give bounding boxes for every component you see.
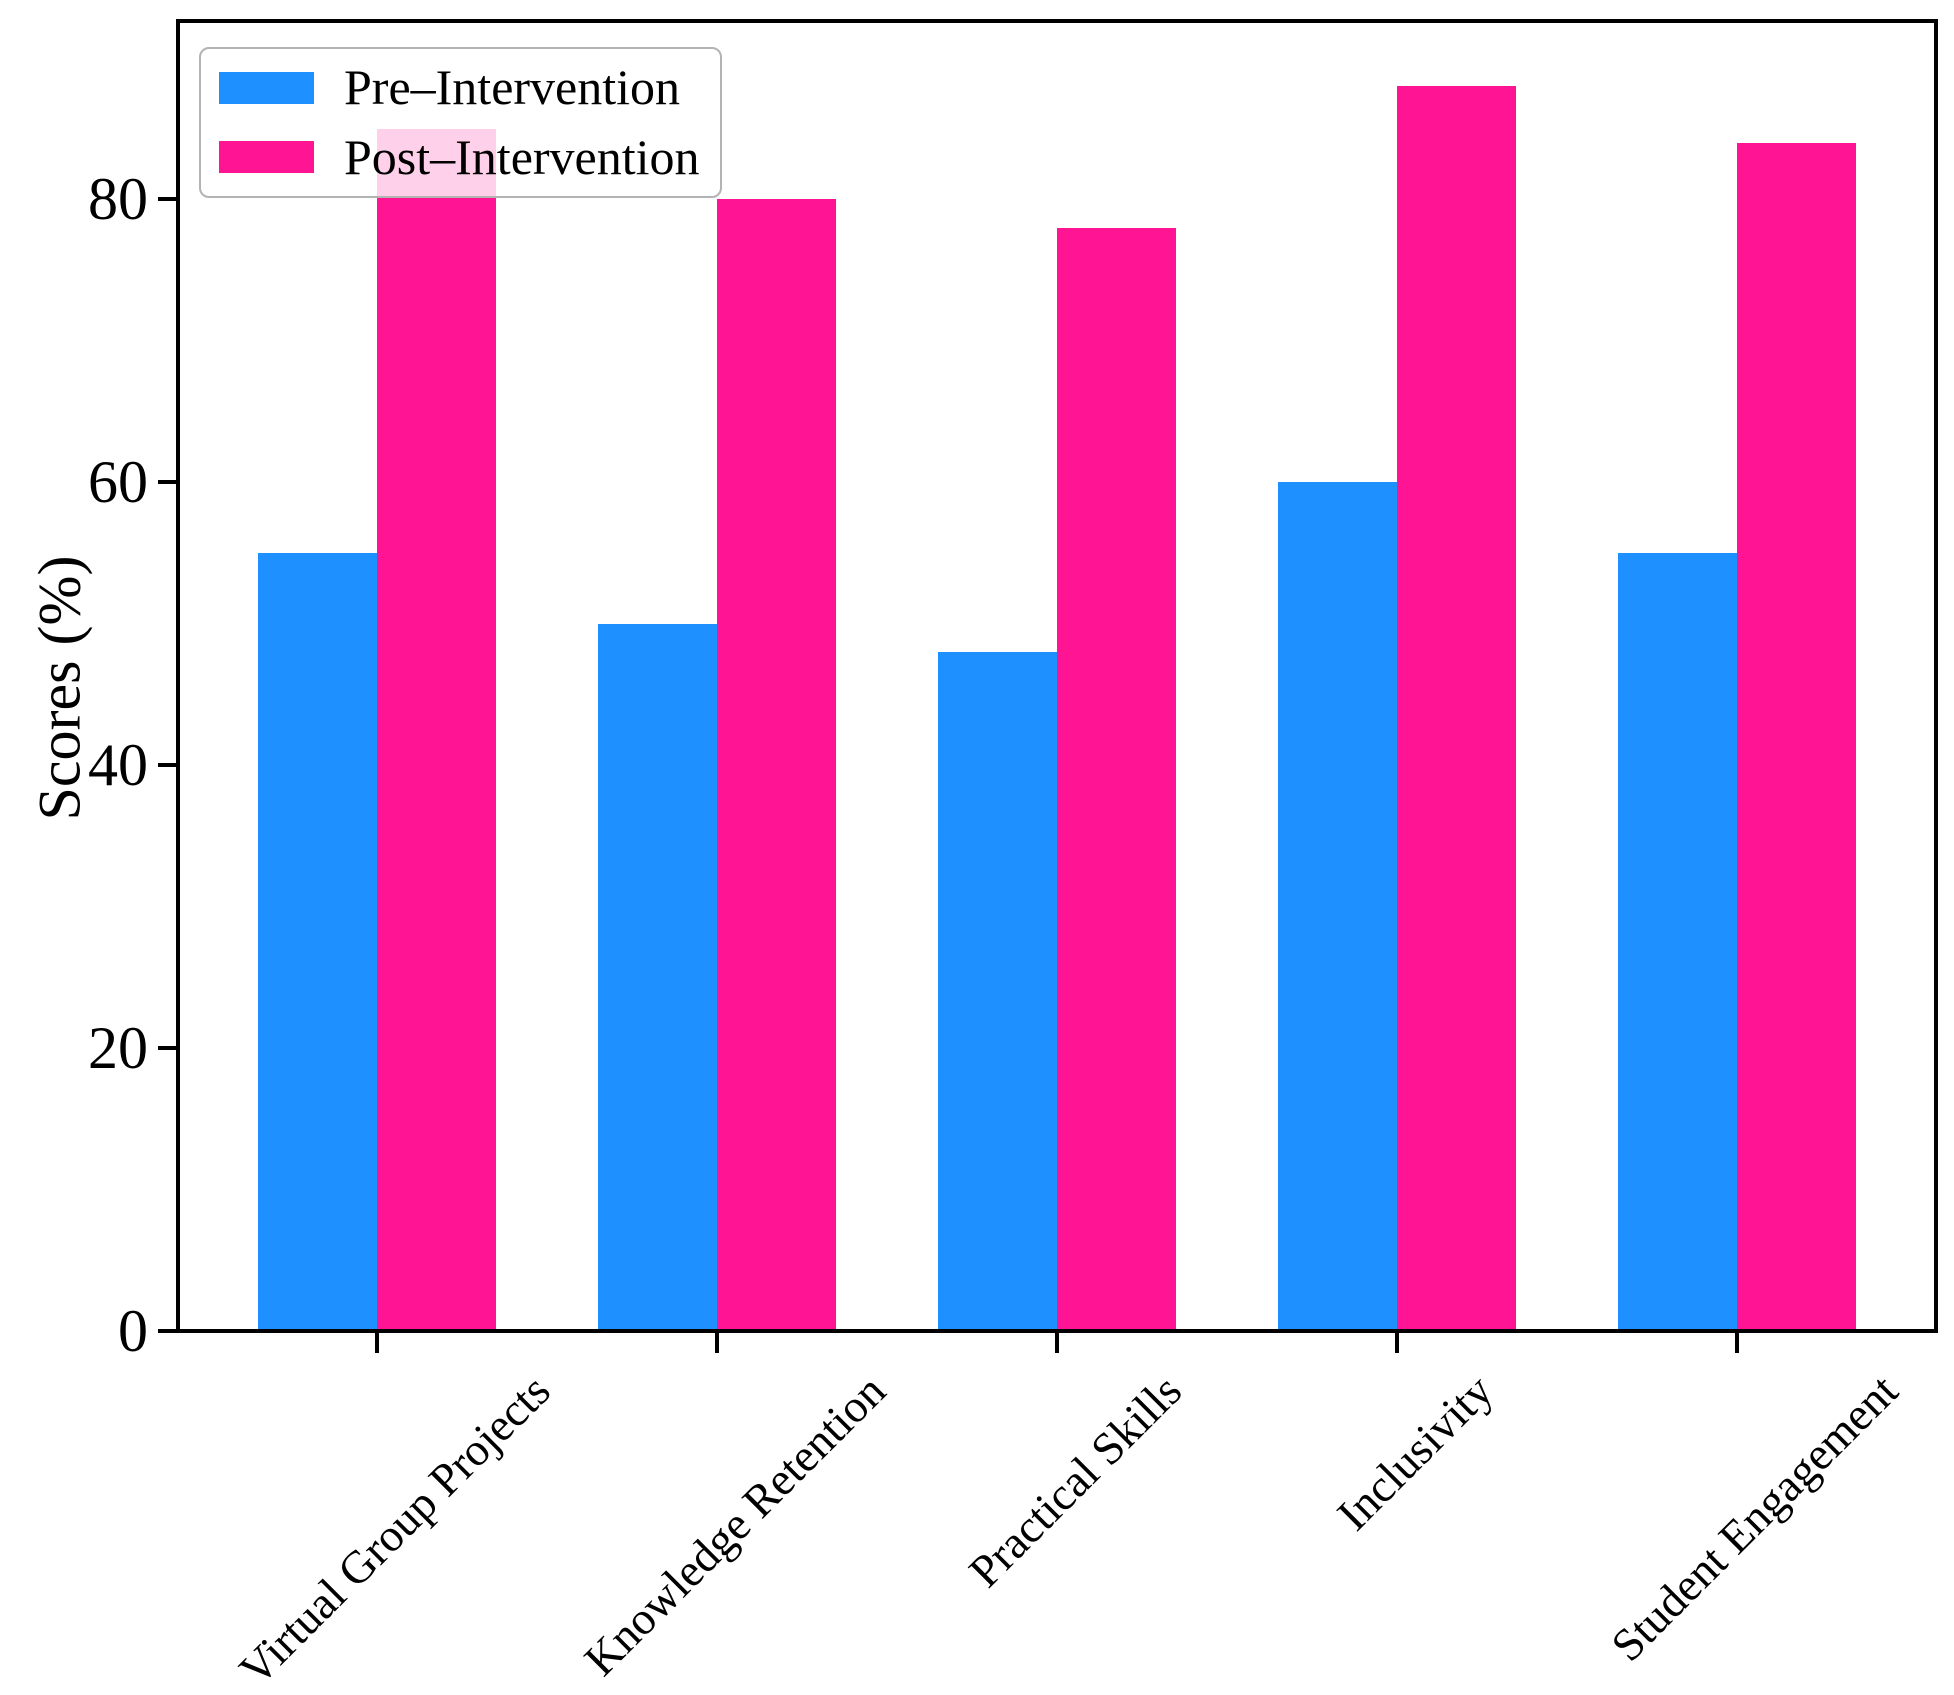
x-tick-mark	[375, 1331, 379, 1353]
legend: Pre–Intervention Post–Intervention	[199, 47, 722, 198]
x-tick-label: Practical Skills	[958, 1364, 1191, 1597]
y-tick-label: 80	[88, 166, 148, 233]
bar-post-2	[1057, 227, 1176, 1331]
y-tick-mark	[158, 197, 178, 202]
y-tick-label: 40	[88, 732, 148, 799]
legend-swatch-pre-intervention	[219, 71, 314, 104]
x-tick-mark	[1055, 1331, 1059, 1353]
y-tick-mark	[158, 1329, 178, 1333]
legend-item-pre-intervention: Pre–Intervention	[219, 59, 700, 117]
legend-item-post-intervention: Post–Intervention	[219, 129, 700, 187]
legend-label-post-intervention: Post–Intervention	[344, 128, 700, 185]
bar-pre-3	[1278, 482, 1397, 1331]
bar-post-0	[377, 128, 496, 1331]
x-tick-mark	[1395, 1331, 1399, 1353]
bar-post-3	[1397, 86, 1516, 1331]
y-tick-mark	[158, 1046, 178, 1051]
y-tick-label: 60	[88, 449, 148, 516]
x-tick-mark	[715, 1331, 719, 1353]
legend-swatch-post-intervention	[219, 141, 314, 174]
y-tick-label: 20	[88, 1015, 148, 1082]
bar-pre-0	[258, 552, 377, 1331]
x-tick-label: Student Engagement	[1601, 1364, 1908, 1671]
bar-pre-2	[938, 651, 1057, 1331]
y-tick-mark	[158, 480, 178, 485]
bar-pre-1	[598, 623, 717, 1331]
legend-label-pre-intervention: Pre–Intervention	[344, 59, 681, 115]
bar-pre-4	[1618, 552, 1737, 1331]
bar-post-4	[1737, 142, 1856, 1331]
bar-post-1	[717, 199, 836, 1331]
x-tick-label: Inclusivity	[1327, 1364, 1503, 1540]
x-tick-mark	[1735, 1331, 1739, 1353]
y-tick-label: 0	[118, 1298, 148, 1364]
x-tick-label: Virtual Group Projects	[229, 1364, 560, 1695]
y-tick-mark	[158, 763, 178, 768]
x-tick-label: Knowledge Retention	[573, 1364, 895, 1686]
